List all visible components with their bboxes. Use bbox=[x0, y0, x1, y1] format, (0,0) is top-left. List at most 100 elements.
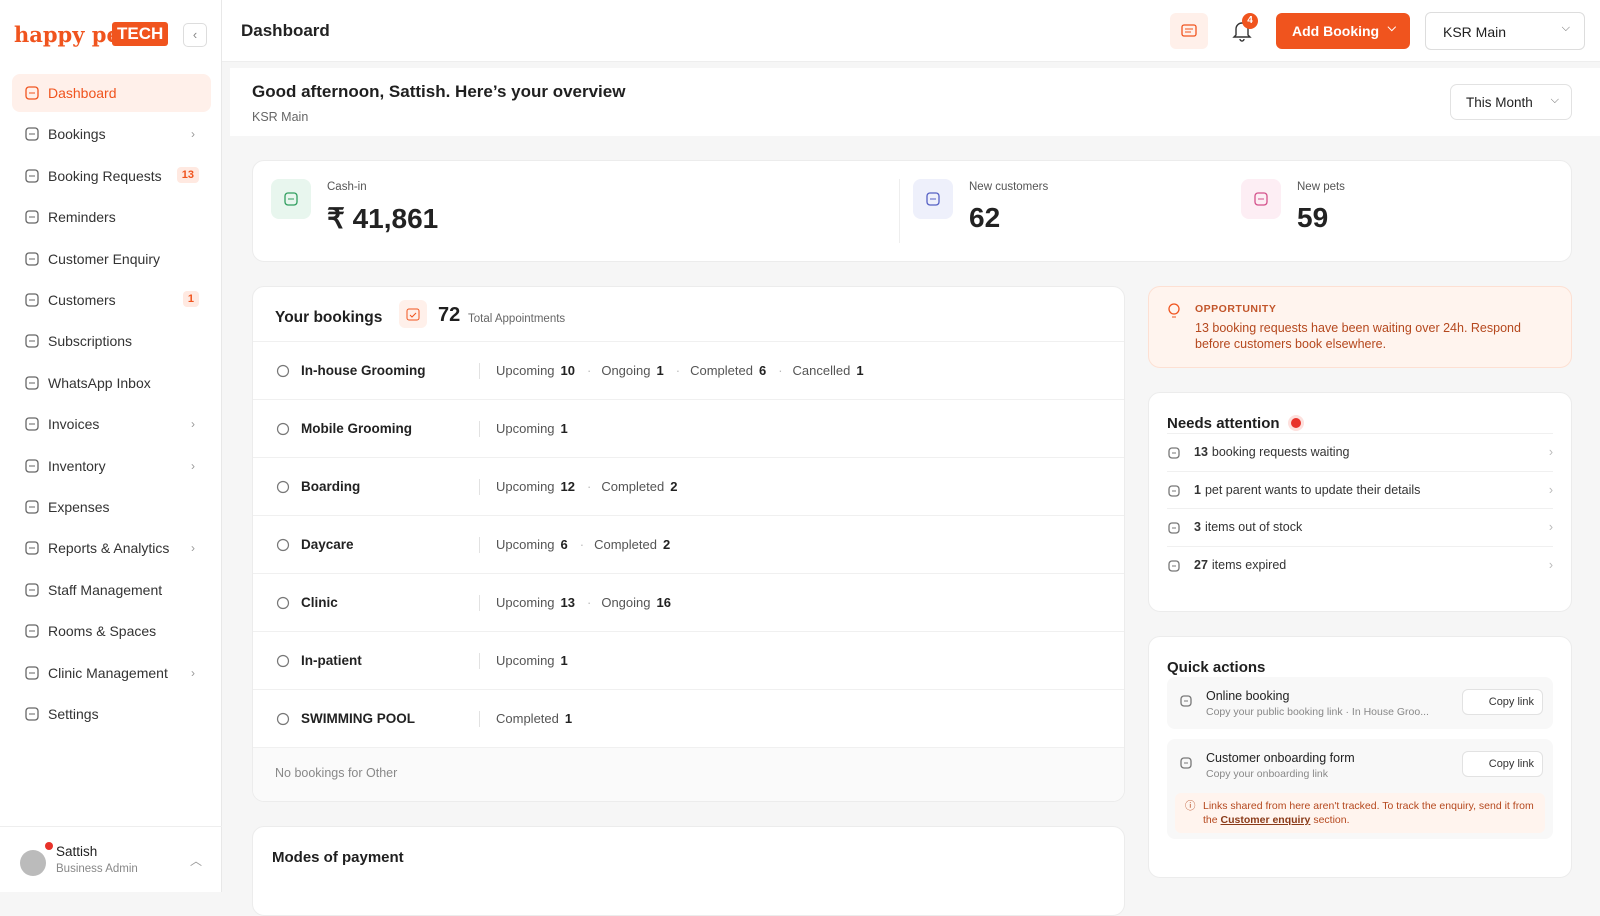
qa-icon bbox=[1179, 756, 1193, 775]
status-value: 2 bbox=[670, 479, 678, 494]
calendar-icon bbox=[399, 300, 427, 328]
nav-item[interactable]: Reminders bbox=[12, 198, 211, 236]
status-value: 2 bbox=[662, 537, 671, 552]
attention-item[interactable]: 13 booking requests waiting › bbox=[1167, 433, 1553, 470]
nav-item[interactable]: Dashboard bbox=[12, 74, 211, 112]
copy-link-button[interactable]: Copy link bbox=[1461, 689, 1543, 715]
qa-title: Online booking bbox=[1206, 689, 1290, 703]
overview-header: Good afternoon, Sattish. Here’s your ove… bbox=[230, 68, 1600, 136]
divider bbox=[479, 420, 480, 437]
note-text: Links shared from here aren't tracked. T… bbox=[1203, 800, 1534, 826]
icon bbox=[25, 334, 39, 349]
icon bbox=[25, 541, 39, 556]
nav-item[interactable]: Reports & Analytics › bbox=[12, 529, 211, 567]
booking-row: Daycare Upcoming 6 Completed 2 bbox=[253, 515, 1124, 573]
attention-item[interactable]: 1 pet parent wants to update their detail… bbox=[1167, 470, 1553, 508]
nav-label: Invoices bbox=[48, 416, 100, 433]
opportunity-card: OPPORTUNITY 13 booking requests have bee… bbox=[1148, 286, 1572, 368]
nav-label: Booking Requests bbox=[48, 167, 162, 184]
page: Dashboard {"brand":{"name":"happy pet","… bbox=[0, 0, 1600, 892]
nav-item[interactable]: Subscriptions bbox=[12, 322, 211, 360]
nav-item[interactable]: Bookings › bbox=[12, 115, 211, 153]
service-name: SWIMMING POOL bbox=[301, 711, 415, 726]
service: Daycare bbox=[253, 537, 479, 552]
user-name: Sattish bbox=[56, 844, 98, 859]
service-icon bbox=[276, 538, 290, 552]
service-name: Boarding bbox=[301, 479, 361, 494]
qa-title: Customer onboarding form bbox=[1206, 751, 1355, 765]
user-menu[interactable]: ︿ bbox=[190, 854, 203, 868]
service: In-house Grooming bbox=[253, 363, 479, 378]
chevron: › bbox=[191, 458, 195, 473]
copy-link-label: Copy link bbox=[1488, 696, 1534, 708]
stat-value: 59 bbox=[1297, 202, 1329, 233]
note-text: section. bbox=[1313, 814, 1350, 826]
stat-icon bbox=[271, 179, 311, 219]
topbar: Dashboard 4 Add Booking ⌵ KSR Main ⌵ bbox=[222, 0, 1600, 62]
status-count: Cancelled 1 bbox=[778, 363, 864, 378]
attention-count: 3 bbox=[1194, 520, 1201, 534]
booking-row: Mobile Grooming Upcoming 1 bbox=[253, 399, 1124, 457]
chevron: › bbox=[1548, 482, 1553, 497]
icon bbox=[25, 86, 39, 100]
nav-item[interactable]: Booking Requests 13 bbox=[12, 157, 211, 195]
attention-item[interactable]: 3 items out of stock › bbox=[1167, 508, 1553, 545]
status-count: Ongoing 16 bbox=[587, 595, 671, 610]
bookings-total: 72 bbox=[438, 304, 461, 326]
attention-text: booking requests waiting bbox=[1211, 445, 1350, 459]
nav-label: Customers bbox=[48, 292, 116, 308]
icon bbox=[25, 210, 39, 224]
nav-item[interactable]: Staff Management bbox=[12, 571, 211, 609]
nav-item[interactable]: WhatsApp Inbox bbox=[12, 364, 211, 402]
status-label: Ongoing bbox=[601, 363, 651, 378]
icon bbox=[25, 500, 39, 514]
qa-subtitle: Copy your onboarding link bbox=[1206, 768, 1328, 780]
stats-card: Cash-in ₹ 41,861 New customers 62 New pets 59 bbox=[252, 160, 1572, 262]
nav-item[interactable]: Rooms & Spaces bbox=[12, 612, 211, 650]
nav-item[interactable]: Inventory › bbox=[12, 447, 211, 485]
bookings-title: Your bookings bbox=[275, 309, 383, 326]
nav-item[interactable]: Settings bbox=[12, 695, 211, 733]
nav-item[interactable]: Customer Enquiry bbox=[12, 240, 211, 278]
nav-item[interactable]: Invoices › bbox=[12, 405, 211, 443]
messages-button[interactable] bbox=[1170, 13, 1208, 49]
nav-item[interactable]: Clinic Management › bbox=[12, 654, 211, 692]
copy-link-button[interactable]: Copy link bbox=[1461, 751, 1543, 777]
attention-text: items out of stock bbox=[1204, 520, 1303, 534]
nav-item[interactable]: Customers 1 bbox=[12, 281, 211, 319]
service-name: In-patient bbox=[301, 653, 362, 668]
info-icon: ⓘ bbox=[1185, 800, 1196, 812]
customer-enquiry-link[interactable]: Customer enquiry bbox=[1220, 814, 1311, 826]
status-count: Upcoming 1 bbox=[496, 653, 568, 668]
booking-row: In-house Grooming Upcoming 10 Ongoing 1 Compl… bbox=[253, 341, 1124, 399]
icon bbox=[1168, 447, 1180, 459]
status-label: Upcoming bbox=[496, 421, 555, 436]
icon bbox=[25, 127, 39, 142]
icon bbox=[25, 583, 39, 597]
status-count: Upcoming 1 bbox=[496, 421, 568, 436]
status-label: Upcoming bbox=[496, 363, 555, 378]
quick-action: Online booking Copy your public booking l… bbox=[1167, 677, 1553, 729]
status-count: Upcoming 13 bbox=[496, 595, 575, 610]
booking-row: Clinic Upcoming 13 Ongoing 16 bbox=[253, 573, 1124, 631]
booking-row: In-patient Upcoming 1 bbox=[253, 631, 1124, 689]
status-count: Completed 6 bbox=[676, 363, 766, 378]
period-select[interactable]: This Month ⌵ bbox=[1450, 84, 1572, 120]
branch-select[interactable]: KSR Main ⌵ bbox=[1425, 12, 1585, 50]
chevron: › bbox=[191, 541, 195, 556]
avatar bbox=[20, 850, 46, 876]
stat-value: ₹ 41,861 bbox=[327, 203, 439, 234]
icon bbox=[1168, 522, 1180, 534]
alert-dot bbox=[1291, 418, 1301, 428]
attention-item[interactable]: 27 items expired › bbox=[1167, 545, 1553, 583]
service: Clinic bbox=[253, 595, 479, 610]
service: Mobile Grooming bbox=[253, 421, 479, 436]
add-booking-button[interactable]: Add Booking ⌵ bbox=[1276, 13, 1410, 49]
greeting: Good afternoon, Sattish. Here’s your ove… bbox=[252, 82, 626, 101]
stat-label: Cash-in bbox=[327, 181, 367, 193]
attention-count: 13 bbox=[1194, 445, 1208, 459]
divider bbox=[479, 710, 480, 727]
collapse-button[interactable]: ‹ bbox=[183, 23, 207, 47]
nav-item[interactable]: Expenses bbox=[12, 488, 211, 526]
chevron: ⌵ bbox=[1561, 22, 1570, 34]
